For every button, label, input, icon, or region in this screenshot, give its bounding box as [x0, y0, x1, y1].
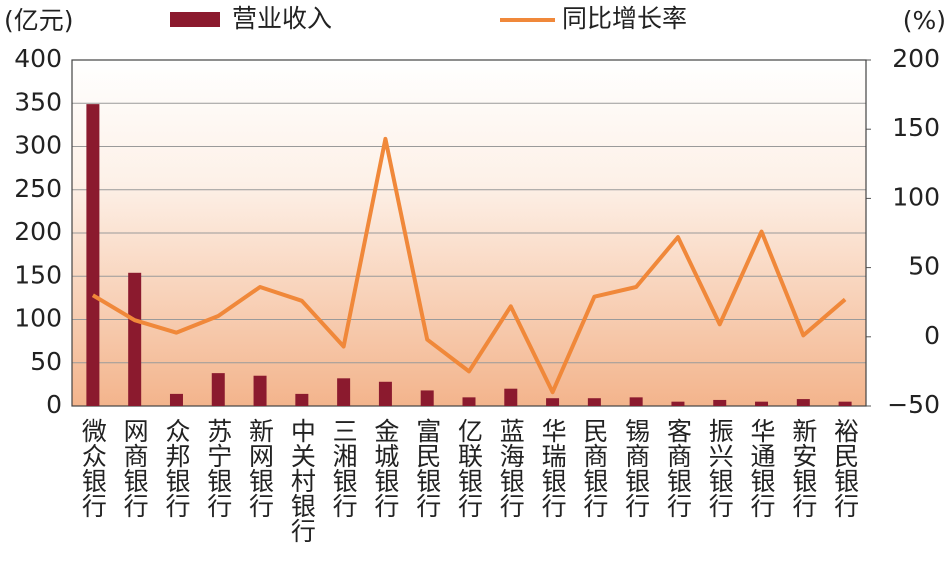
x-tick-label: 微众银行	[78, 418, 107, 518]
bar	[796, 399, 810, 406]
bar	[337, 378, 351, 406]
y-tick-label: 100	[14, 304, 62, 333]
bar	[253, 375, 267, 406]
bar	[629, 397, 643, 406]
bar	[755, 401, 769, 406]
x-tick-label: 客商银行	[663, 418, 692, 518]
y-tick-label: 50	[30, 347, 62, 376]
y-tick-label: 400	[14, 44, 62, 73]
bar	[420, 390, 434, 406]
y2-tick-label: 150	[892, 113, 940, 142]
y2-tick-label: 50	[908, 252, 940, 281]
x-tick-label: 蓝海银行	[496, 418, 525, 518]
y-tick-label: 350	[14, 87, 62, 116]
x-tick-label: 新安银行	[789, 418, 818, 518]
legend-swatch	[170, 12, 220, 27]
x-tick-label: 网商银行	[120, 418, 149, 518]
x-tick-label: 华通银行	[747, 418, 776, 518]
x-tick-label: 亿联银行	[455, 418, 484, 518]
y2-axis-label: (%)	[903, 6, 946, 35]
x-tick-label: 锡商银行	[622, 418, 651, 518]
x-tick-label: 裕民银行	[831, 418, 860, 518]
y-tick-label: 150	[14, 260, 62, 289]
legend-label: 同比增长率	[562, 4, 687, 33]
bar	[128, 272, 142, 406]
bar	[713, 399, 727, 406]
y2-tick-label: 200	[892, 44, 940, 73]
x-tick-label: 中关村银行	[287, 418, 316, 543]
y-tick-label: 250	[14, 174, 62, 203]
y2-tick-label: 0	[924, 321, 940, 350]
y-axis-label: (亿元)	[4, 6, 74, 35]
x-tick-label: 金城银行	[371, 418, 400, 518]
y2-tick-label: 100	[892, 182, 940, 211]
x-tick-label: 三湘银行	[329, 418, 358, 518]
bar	[462, 397, 476, 406]
y2-tick-label: −50	[887, 390, 940, 419]
bar	[838, 401, 852, 406]
line	[91, 136, 847, 395]
bar	[86, 104, 100, 407]
x-tick-label: 苏宁银行	[204, 418, 233, 518]
x-tick-label: 新网银行	[246, 418, 275, 518]
y-tick-label: 200	[14, 217, 62, 246]
x-tick-label: 民商银行	[580, 418, 609, 518]
y-tick-label: 0	[46, 390, 62, 419]
bar	[546, 398, 560, 406]
bar	[671, 401, 685, 406]
y-tick-label: 300	[14, 131, 62, 160]
x-tick-label: 振兴银行	[705, 418, 734, 518]
bar	[378, 381, 392, 406]
bar	[587, 398, 601, 406]
x-tick-label: 众邦银行	[162, 418, 191, 518]
bar	[169, 393, 183, 406]
x-tick-label: 富民银行	[413, 418, 442, 518]
bar	[295, 393, 309, 406]
x-tick-label: 华瑞银行	[538, 418, 567, 518]
legend-label: 营业收入	[232, 4, 332, 33]
bar	[211, 373, 225, 406]
bar	[504, 388, 518, 406]
